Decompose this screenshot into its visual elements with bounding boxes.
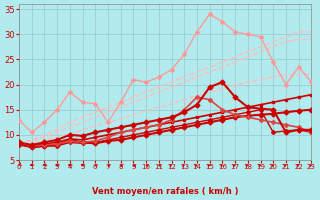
- X-axis label: Vent moyen/en rafales ( km/h ): Vent moyen/en rafales ( km/h ): [92, 187, 238, 196]
